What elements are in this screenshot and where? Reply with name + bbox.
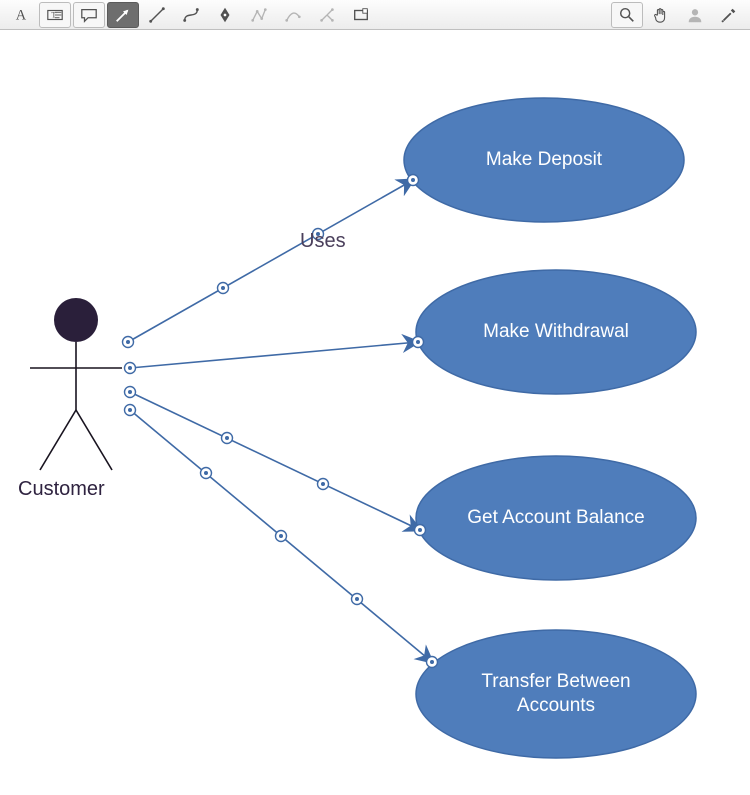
edge-3[interactable] — [130, 410, 432, 662]
search-icon — [618, 6, 636, 24]
text-tool[interactable]: A — [5, 2, 37, 28]
usecase-uc4[interactable]: Transfer BetweenAccounts — [416, 630, 696, 758]
curve-tool[interactable] — [175, 2, 207, 28]
edge-3-handle-1[interactable] — [201, 468, 212, 479]
edge-0-handle-1[interactable] — [218, 283, 229, 294]
edge-3-handle-3[interactable] — [352, 594, 363, 605]
picker-icon — [720, 6, 738, 24]
edge-3-handle-2[interactable] — [276, 531, 287, 542]
usecase-uc4-label: Transfer BetweenAccounts — [481, 670, 630, 718]
arrow-tool[interactable] — [107, 2, 139, 28]
polyline-tool[interactable] — [243, 2, 275, 28]
line-icon — [148, 6, 166, 24]
picker-tool[interactable] — [713, 2, 745, 28]
actor-label: Customer — [18, 478, 105, 501]
rect-icon — [352, 6, 370, 24]
rectangle-tool[interactable] — [345, 2, 377, 28]
connector-icon — [284, 6, 302, 24]
usecase-uc1-label: Make Deposit — [486, 148, 602, 172]
polyline-icon — [250, 6, 268, 24]
edge-3-handle-0[interactable] — [125, 405, 136, 416]
textbox-icon: T — [46, 6, 64, 24]
usecase-uc3[interactable]: Get Account Balance — [416, 456, 696, 580]
usecase-uc2[interactable]: Make Withdrawal — [416, 270, 696, 394]
usecase-uc1[interactable]: Make Deposit — [404, 98, 684, 222]
toolbar-right-group — [610, 2, 746, 28]
edge-1[interactable] — [130, 342, 418, 368]
arrow-icon — [114, 6, 132, 24]
edge-2-handle-2[interactable] — [318, 479, 329, 490]
textbox-tool[interactable]: T — [39, 2, 71, 28]
connector-tool[interactable] — [277, 2, 309, 28]
actor[interactable] — [30, 298, 122, 470]
edge-2-handle-0[interactable] — [125, 387, 136, 398]
pan-tool[interactable] — [645, 2, 677, 28]
edge-0-label: Uses — [300, 230, 346, 253]
toolbar: AT — [0, 0, 750, 30]
svg-text:A: A — [16, 7, 27, 23]
zoom-tool[interactable] — [611, 2, 643, 28]
branch-icon — [318, 6, 336, 24]
edge-2-handle-1[interactable] — [222, 433, 233, 444]
branch-tool[interactable] — [311, 2, 343, 28]
edge-1-handle-0[interactable] — [125, 363, 136, 374]
edge-0-handle-0[interactable] — [123, 337, 134, 348]
comment-icon — [80, 6, 98, 24]
diagram-canvas[interactable]: Make Deposit Make Withdrawal Get Account B… — [0, 30, 750, 795]
hand-icon — [652, 6, 670, 24]
pen-tool[interactable] — [209, 2, 241, 28]
toolbar-left-group: AT — [4, 2, 378, 28]
A-icon: A — [12, 6, 30, 24]
comment-tool[interactable] — [73, 2, 105, 28]
line-tool[interactable] — [141, 2, 173, 28]
usecase-uc2-label: Make Withdrawal — [483, 320, 629, 344]
edge-2[interactable] — [130, 392, 420, 530]
edge-0[interactable] — [128, 180, 413, 342]
curve-icon — [182, 6, 200, 24]
usecase-uc3-label: Get Account Balance — [467, 506, 644, 530]
pen-icon — [216, 6, 234, 24]
user-icon — [686, 6, 704, 24]
user-tool[interactable] — [679, 2, 711, 28]
